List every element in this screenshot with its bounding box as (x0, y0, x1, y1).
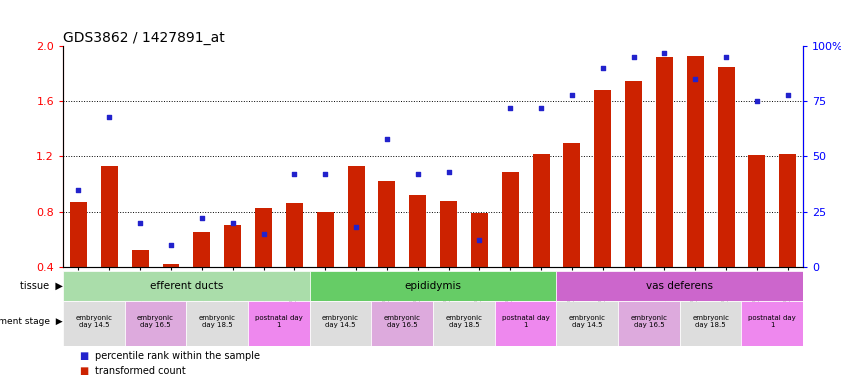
Bar (124, 301, 187, 346)
Point (349, 224, 362, 230)
Text: development stage  ▶: development stage ▶ (0, 317, 63, 326)
Text: embryonic
day 18.5: embryonic day 18.5 (446, 315, 483, 328)
Point (411, 171, 425, 177)
Bar (433, 301, 495, 346)
Bar (440, 201, 457, 267)
Bar (625, 81, 642, 267)
Bar (286, 204, 303, 267)
Point (319, 171, 332, 177)
Bar (532, 154, 549, 267)
Bar (378, 181, 395, 267)
Bar (132, 250, 149, 267)
Bar (309, 301, 372, 346)
Bar (63, 301, 124, 346)
Bar (63, 271, 309, 301)
Text: ■: ■ (80, 351, 93, 361)
Point (473, 237, 486, 243)
Bar (495, 301, 557, 346)
Point (288, 171, 301, 177)
Point (504, 105, 517, 111)
Point (442, 169, 455, 175)
Text: embryonic
day 14.5: embryonic day 14.5 (322, 315, 359, 328)
Point (195, 215, 209, 221)
Point (71, 187, 85, 193)
Bar (680, 301, 742, 346)
Bar (410, 195, 426, 267)
Text: GDS3862 / 1427891_at: GDS3862 / 1427891_at (63, 31, 225, 45)
Bar (70, 202, 87, 267)
Point (103, 114, 116, 120)
Text: ■: ■ (80, 366, 93, 376)
Text: tissue  ▶: tissue ▶ (20, 281, 63, 291)
Text: embryonic
day 14.5: embryonic day 14.5 (569, 315, 606, 328)
Bar (101, 166, 118, 267)
Text: percentile rank within the sample: percentile rank within the sample (95, 351, 260, 361)
Point (257, 231, 270, 237)
Text: vas deferens: vas deferens (646, 281, 713, 291)
Bar (502, 172, 519, 267)
Bar (193, 232, 210, 267)
Bar (255, 207, 272, 267)
Bar (717, 67, 734, 267)
Text: embryonic
day 16.5: embryonic day 16.5 (137, 315, 174, 328)
Text: transformed count: transformed count (95, 366, 186, 376)
Text: embryonic
day 16.5: embryonic day 16.5 (631, 315, 668, 328)
Point (380, 136, 394, 142)
Text: embryonic
day 18.5: embryonic day 18.5 (692, 315, 729, 328)
Text: epididymis: epididymis (405, 281, 462, 291)
Point (134, 220, 147, 226)
Bar (347, 166, 364, 267)
Bar (748, 155, 765, 267)
Text: postnatal day
1: postnatal day 1 (255, 315, 303, 328)
Text: embryonic
day 16.5: embryonic day 16.5 (383, 315, 420, 328)
Bar (317, 212, 334, 267)
Point (596, 65, 610, 71)
Bar (687, 56, 704, 267)
Bar (162, 264, 179, 267)
Point (226, 220, 240, 226)
Bar (309, 271, 557, 301)
Point (781, 92, 795, 98)
Bar (248, 301, 309, 346)
Text: postnatal day
1: postnatal day 1 (502, 315, 549, 328)
Point (565, 92, 579, 98)
Point (534, 105, 547, 111)
Bar (187, 301, 248, 346)
Point (627, 54, 640, 60)
Point (658, 50, 671, 56)
Bar (372, 301, 433, 346)
Bar (225, 225, 241, 267)
Point (750, 98, 764, 104)
Bar (618, 301, 680, 346)
Text: embryonic
day 18.5: embryonic day 18.5 (198, 315, 235, 328)
Point (689, 76, 702, 82)
Text: postnatal day
1: postnatal day 1 (748, 315, 796, 328)
Bar (471, 213, 488, 267)
Bar (557, 301, 618, 346)
Bar (595, 90, 611, 267)
Bar (563, 143, 580, 267)
Bar (780, 154, 796, 267)
Point (719, 54, 733, 60)
Bar (742, 301, 803, 346)
Point (164, 242, 177, 248)
Bar (656, 57, 673, 267)
Text: embryonic
day 14.5: embryonic day 14.5 (76, 315, 113, 328)
Text: efferent ducts: efferent ducts (150, 281, 223, 291)
Bar (557, 271, 803, 301)
